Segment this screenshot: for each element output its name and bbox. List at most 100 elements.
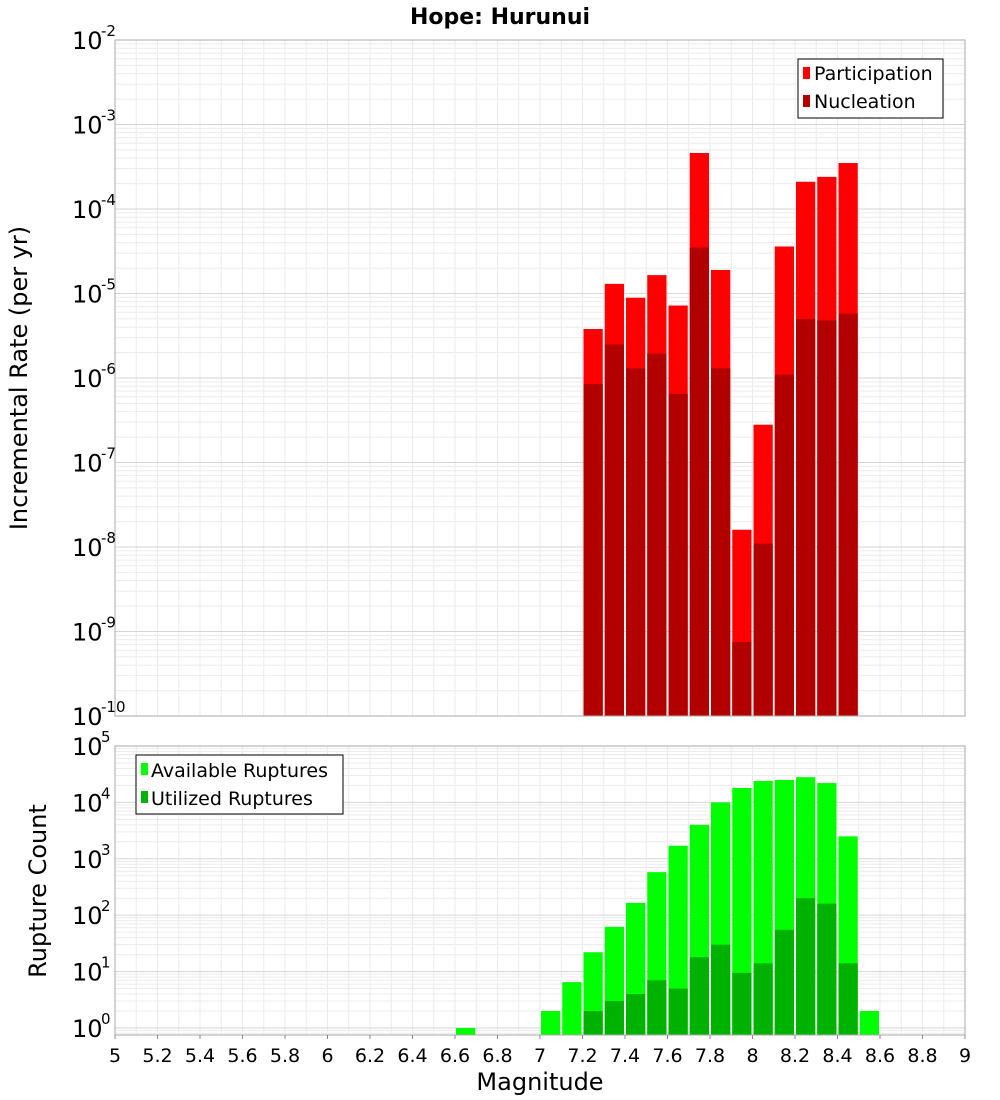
y-tick-base: 10 xyxy=(72,846,103,874)
y-tick-label: 10-5 xyxy=(72,276,116,309)
bar-utilized-ruptures xyxy=(604,1001,624,1035)
y-tick-exponent: -3 xyxy=(101,107,116,125)
x-ticks: 5 5.2 5.4 5.6 5.8 6 6.2 6.4 6.6 6.8 7 7.2 7.4 7.6 7.8 8… xyxy=(109,1035,971,1067)
x-tick-label: 7.6 xyxy=(652,1045,682,1067)
bar-utilized-ruptures xyxy=(647,980,667,1035)
y-tick-label: 102 xyxy=(72,897,111,930)
legend-label-available: Available Ruptures xyxy=(151,760,328,782)
y-tick-base: 10 xyxy=(72,281,103,309)
x-tick-label: 8.8 xyxy=(907,1045,937,1067)
y-tick-exponent: 5 xyxy=(101,728,111,746)
legend-swatch-available xyxy=(141,763,148,775)
x-tick-label: 6 xyxy=(321,1045,333,1067)
top-bars xyxy=(583,152,858,717)
bar-available-ruptures xyxy=(859,1010,879,1035)
x-tick-label: 6.2 xyxy=(355,1045,385,1067)
bottom-y-axis-label: Rupture Count xyxy=(24,804,52,978)
legend-swatch-participation xyxy=(803,67,810,79)
top-grid xyxy=(114,40,966,717)
y-tick-base: 10 xyxy=(72,196,103,224)
bar-utilized-ruptures xyxy=(774,929,794,1035)
y-tick-label: 10-7 xyxy=(72,445,116,478)
x-tick-label: 7.2 xyxy=(567,1045,597,1067)
y-tick-exponent: 4 xyxy=(101,784,111,802)
y-tick-base: 10 xyxy=(72,27,103,55)
bar-available-ruptures xyxy=(668,845,688,1035)
y-tick-base: 10 xyxy=(72,619,103,647)
bar-nucleation xyxy=(647,353,667,716)
bar-utilized-ruptures xyxy=(583,1010,603,1035)
top-y-axis-label: Incremental Rate (per yr) xyxy=(5,226,33,530)
bar-available-ruptures xyxy=(541,1010,561,1035)
bar-available-ruptures xyxy=(562,982,582,1035)
x-tick-label: 7.8 xyxy=(695,1045,725,1067)
y-tick-label: 10-9 xyxy=(72,614,116,647)
top-plot-border xyxy=(114,39,966,717)
y-tick-exponent: -6 xyxy=(101,360,116,378)
top-legend-box xyxy=(797,58,944,119)
bar-utilized-ruptures xyxy=(732,972,752,1035)
bar-nucleation xyxy=(817,320,837,716)
bar-nucleation xyxy=(626,368,646,716)
x-tick-label: 5.6 xyxy=(227,1045,257,1067)
y-tick-exponent: 0 xyxy=(101,1010,111,1028)
x-tick-label: 5 xyxy=(109,1045,121,1067)
y-tick-label: 104 xyxy=(72,784,111,817)
x-tick-label: 5.2 xyxy=(142,1045,172,1067)
bar-utilized-ruptures xyxy=(753,963,773,1035)
legend-swatch-utilized xyxy=(141,791,148,803)
x-tick-label: 6.4 xyxy=(397,1045,427,1067)
y-tick-base: 10 xyxy=(72,112,103,140)
bar-nucleation xyxy=(711,368,731,716)
bar-nucleation xyxy=(689,247,709,716)
legend-label-participation: Participation xyxy=(814,63,933,85)
bar-utilized-ruptures xyxy=(838,963,858,1035)
legend-swatch-nucleation xyxy=(803,95,810,107)
x-tick-label: 5.4 xyxy=(185,1045,215,1067)
bar-utilized-ruptures xyxy=(626,994,646,1035)
top-legend: Participation Nucleation xyxy=(797,58,944,119)
x-tick-label: 6.6 xyxy=(440,1045,470,1067)
y-tick-label: 10-6 xyxy=(72,360,116,393)
y-tick-base: 10 xyxy=(72,789,103,817)
y-tick-exponent: -9 xyxy=(101,614,116,632)
bar-utilized-ruptures xyxy=(817,903,837,1035)
y-tick-label: 10-4 xyxy=(72,191,116,224)
x-tick-label: 7 xyxy=(534,1045,546,1067)
y-tick-exponent: -8 xyxy=(101,529,116,547)
y-tick-label: 105 xyxy=(72,728,111,761)
bar-nucleation xyxy=(583,383,603,716)
y-tick-base: 10 xyxy=(72,703,103,731)
bar-utilized-ruptures xyxy=(668,988,688,1035)
bottom-legend: Available Ruptures Utilized Ruptures xyxy=(135,754,344,815)
y-tick-label: 100 xyxy=(72,1010,111,1043)
x-tick-label: 8.2 xyxy=(780,1045,810,1067)
y-tick-exponent: -10 xyxy=(101,698,126,716)
y-tick-exponent: 2 xyxy=(101,897,111,915)
y-tick-exponent: -5 xyxy=(101,276,116,294)
y-tick-exponent: -4 xyxy=(101,191,116,209)
y-tick-label: 103 xyxy=(72,841,111,874)
y-tick-exponent: -7 xyxy=(101,445,116,463)
bar-utilized-ruptures xyxy=(689,957,709,1035)
y-tick-base: 10 xyxy=(72,450,103,478)
y-tick-base: 10 xyxy=(72,1015,103,1043)
bar-available-ruptures xyxy=(456,1027,476,1035)
bar-nucleation xyxy=(774,374,794,716)
chart-title: Hope: Hurunui xyxy=(410,5,590,30)
y-tick-exponent: -2 xyxy=(101,22,116,40)
bar-nucleation xyxy=(604,344,624,716)
bar-utilized-ruptures xyxy=(711,944,731,1035)
bar-nucleation xyxy=(668,393,688,716)
bar-nucleation xyxy=(796,318,816,716)
x-axis-label: Magnitude xyxy=(476,1068,603,1096)
y-tick-label: 101 xyxy=(72,954,111,987)
x-tick-label: 8 xyxy=(746,1045,758,1067)
y-tick-base: 10 xyxy=(72,959,103,987)
x-tick-label: 9 xyxy=(959,1045,971,1067)
bottom-legend-box xyxy=(135,754,344,815)
